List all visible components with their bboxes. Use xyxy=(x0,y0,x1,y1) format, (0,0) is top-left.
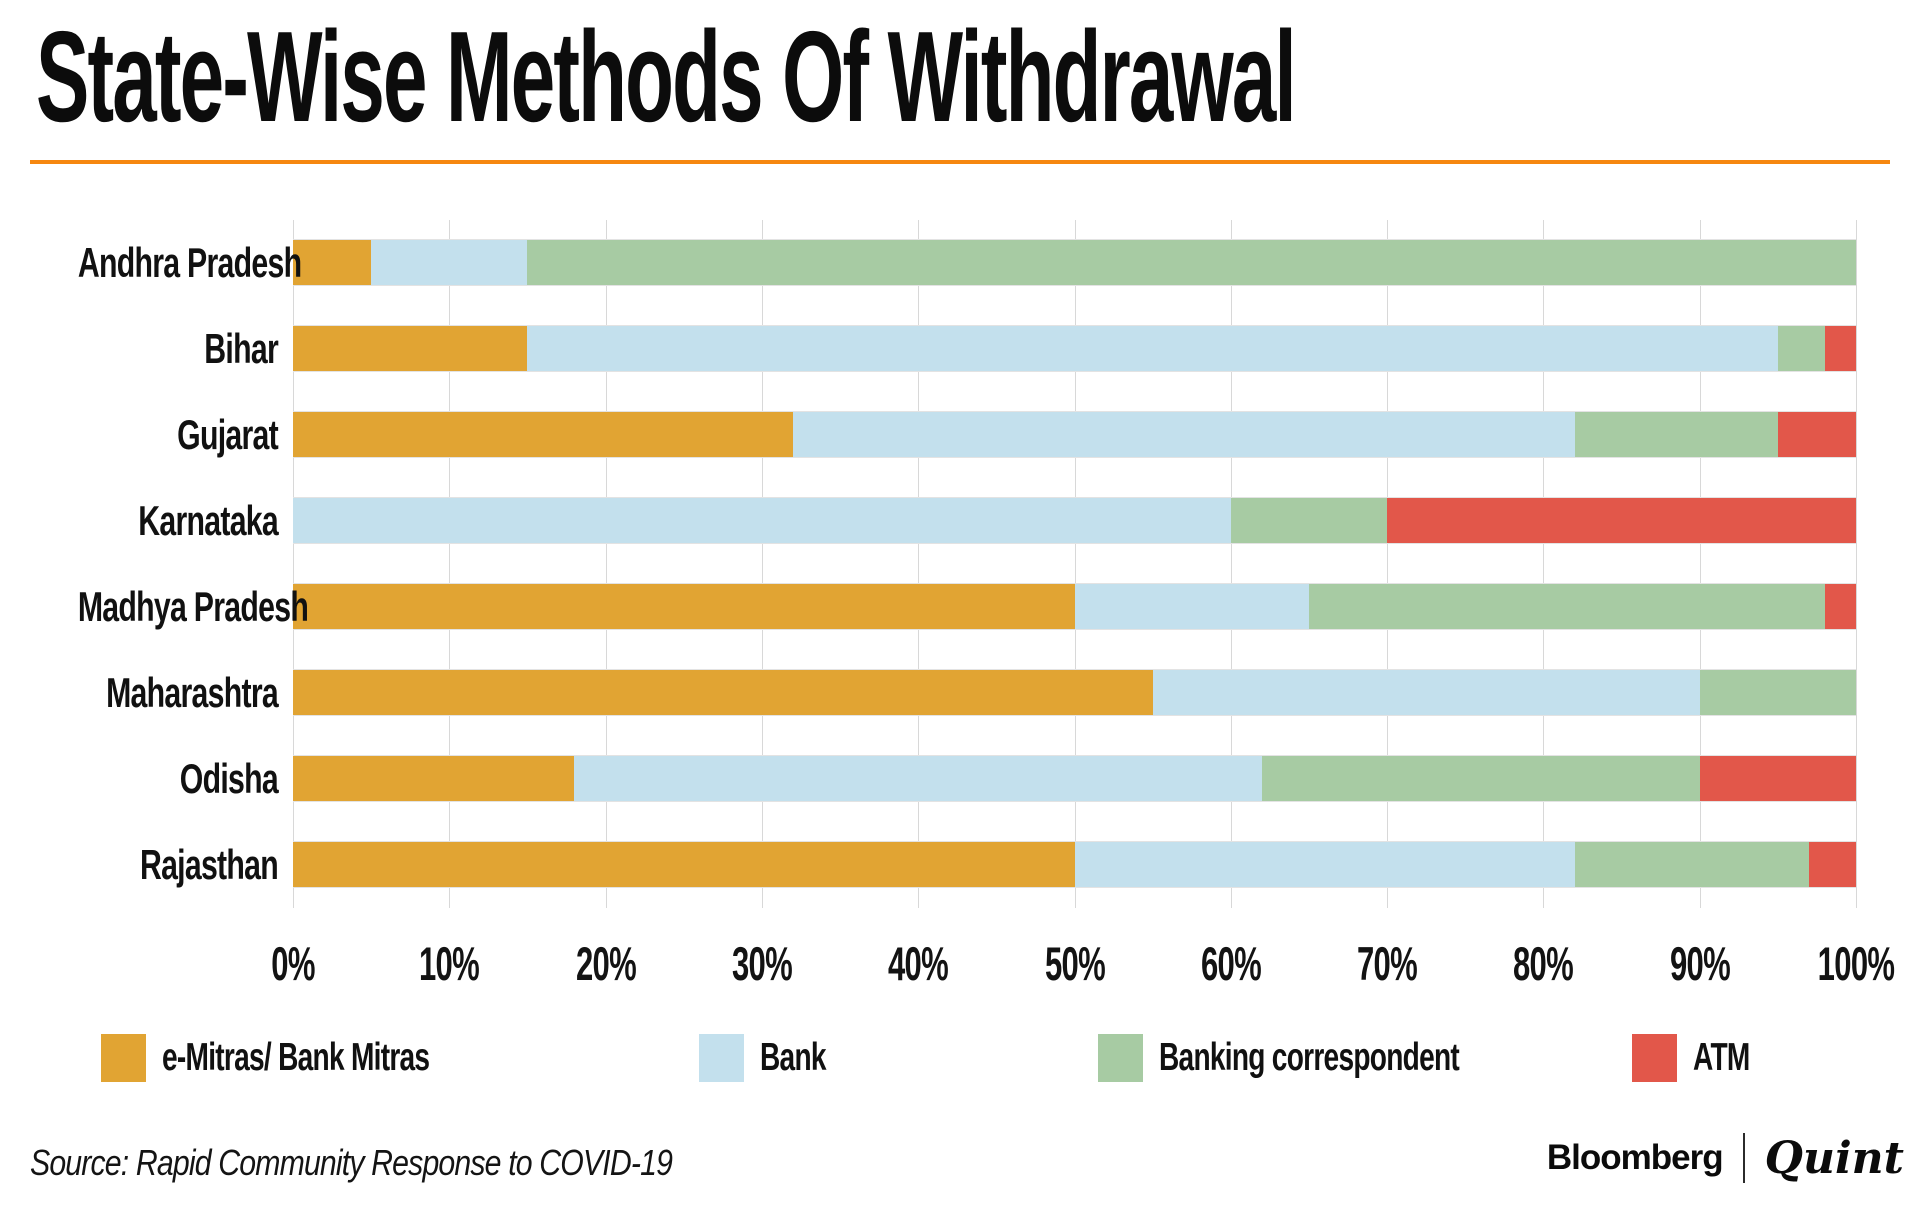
legend-label-banking-correspondent: Banking correspondent xyxy=(1159,1036,1460,1079)
legend-label-e-mitras-bank-mitras: e-Mitras/ Bank Mitras xyxy=(162,1036,430,1079)
bar-row-gujarat xyxy=(293,411,1856,458)
bar-row-bihar xyxy=(293,325,1856,372)
brand-separator xyxy=(1742,1133,1745,1183)
gridline-50 xyxy=(1074,220,1076,908)
bar-row-madhya-pradesh xyxy=(293,583,1856,630)
gridline-90 xyxy=(1699,220,1701,908)
x-tick-70: 70% xyxy=(1357,937,1418,990)
legend-swatch-bank xyxy=(699,1034,744,1082)
x-tick-40: 40% xyxy=(888,937,949,990)
legend-item-atm: ATM xyxy=(1632,1034,1772,1082)
x-tick-30: 30% xyxy=(731,937,793,990)
legend-swatch-e-mitras-bank-mitras xyxy=(101,1034,146,1082)
bar-row-odisha xyxy=(293,755,1856,802)
gridline-80 xyxy=(1543,220,1545,908)
bar-segment-e-mitras-bank-mitras xyxy=(293,842,1075,887)
gridline-20 xyxy=(605,220,607,908)
bar-segment-banking-correspondent xyxy=(527,240,1856,285)
bar-segment-atm xyxy=(1824,326,1856,371)
bar-segment-bank xyxy=(1074,584,1309,629)
bar-row-maharashtra xyxy=(293,669,1856,716)
bar-segment-bank xyxy=(293,498,1231,543)
bar-row-andhra-pradesh xyxy=(293,239,1856,286)
x-tick-50: 50% xyxy=(1044,937,1105,990)
row-label-odisha: Odisha xyxy=(179,755,279,802)
bar-segment-bank xyxy=(1074,842,1575,887)
gridline-0 xyxy=(293,220,294,908)
row-label-andhra-pradesh: Andhra Pradesh xyxy=(77,239,302,286)
bar-segment-bank xyxy=(1152,670,1700,715)
bar-segment-e-mitras-bank-mitras xyxy=(293,670,1153,715)
legend-item-banking-correspondent: Banking correspondent xyxy=(1098,1034,1576,1082)
bar-segment-atm xyxy=(1824,584,1856,629)
x-tick-10: 10% xyxy=(419,937,480,990)
row-label-maharashtra: Maharashtra xyxy=(106,669,279,716)
legend: e-Mitras/ Bank Mitras Bank Banking corresp… xyxy=(0,1034,1920,1086)
legend-label-atm: ATM xyxy=(1693,1036,1750,1079)
bar-segment-atm xyxy=(1699,756,1856,801)
bar-segment-banking-correspondent xyxy=(1574,412,1778,457)
bar-segment-e-mitras-bank-mitras xyxy=(293,584,1075,629)
bar-row-karnataka xyxy=(293,497,1856,544)
x-tick-90: 90% xyxy=(1669,937,1731,990)
gridline-100 xyxy=(1856,220,1857,908)
bar-segment-banking-correspondent xyxy=(1699,670,1856,715)
gridline-70 xyxy=(1387,220,1389,908)
plot-area xyxy=(293,220,1857,908)
bar-segment-bank xyxy=(371,240,528,285)
x-tick-20: 20% xyxy=(575,937,637,990)
row-label-karnataka: Karnataka xyxy=(138,497,278,544)
bar-segment-e-mitras-bank-mitras xyxy=(293,326,528,371)
title-underline xyxy=(30,160,1890,164)
gridline-30 xyxy=(761,220,763,908)
legend-swatch-atm xyxy=(1632,1034,1677,1082)
row-label-rajasthan: Rajasthan xyxy=(139,841,279,888)
bar-segment-banking-correspondent xyxy=(1574,842,1810,887)
bar-segment-bank xyxy=(527,326,1778,371)
bar-segment-bank xyxy=(793,412,1575,457)
chart-title: State-Wise Methods Of Withdrawal xyxy=(36,5,1297,149)
bar-segment-banking-correspondent xyxy=(1308,584,1825,629)
quint-logo: Quint xyxy=(1764,1132,1904,1184)
source-note: Source: Rapid Community Response to COVI… xyxy=(30,1142,673,1183)
x-tick-100: 100% xyxy=(1817,937,1895,990)
bar-segment-bank xyxy=(574,756,1263,801)
x-tick-60: 60% xyxy=(1200,937,1262,990)
bar-segment-atm xyxy=(1777,412,1856,457)
gridline-40 xyxy=(918,220,920,908)
bar-segment-e-mitras-bank-mitras xyxy=(293,412,794,457)
bar-segment-banking-correspondent xyxy=(1230,498,1388,543)
bloomberg-logo: Bloomberg xyxy=(1546,1138,1724,1177)
bar-segment-e-mitras-bank-mitras xyxy=(293,240,372,285)
gridline-60 xyxy=(1230,220,1232,908)
legend-item-bank: Bank xyxy=(699,1034,851,1082)
bar-segment-atm xyxy=(1809,842,1856,887)
bar-row-rajasthan xyxy=(293,841,1856,888)
x-axis: 0% 10% 20% 30% 40% 50% 60% 70% 80% 90% 100% xyxy=(271,936,1895,996)
bar-segment-banking-correspondent xyxy=(1262,756,1700,801)
bar-segment-e-mitras-bank-mitras xyxy=(293,756,575,801)
legend-item-e-mitras-bank-mitras: e-Mitras/ Bank Mitras xyxy=(101,1034,533,1082)
legend-label-bank: Bank xyxy=(760,1036,827,1079)
x-tick-0: 0% xyxy=(271,937,315,990)
publisher-logos: Bloomberg Quint xyxy=(1547,1130,1904,1186)
gridline-10 xyxy=(449,220,451,908)
x-tick-80: 80% xyxy=(1513,937,1574,990)
row-label-madhya-pradesh: Madhya Pradesh xyxy=(77,583,309,630)
bar-segment-atm xyxy=(1387,498,1856,543)
row-label-bihar: Bihar xyxy=(204,325,278,372)
row-label-gujarat: Gujarat xyxy=(177,411,279,458)
bar-segment-banking-correspondent xyxy=(1777,326,1825,371)
legend-swatch-banking-correspondent xyxy=(1098,1034,1143,1082)
